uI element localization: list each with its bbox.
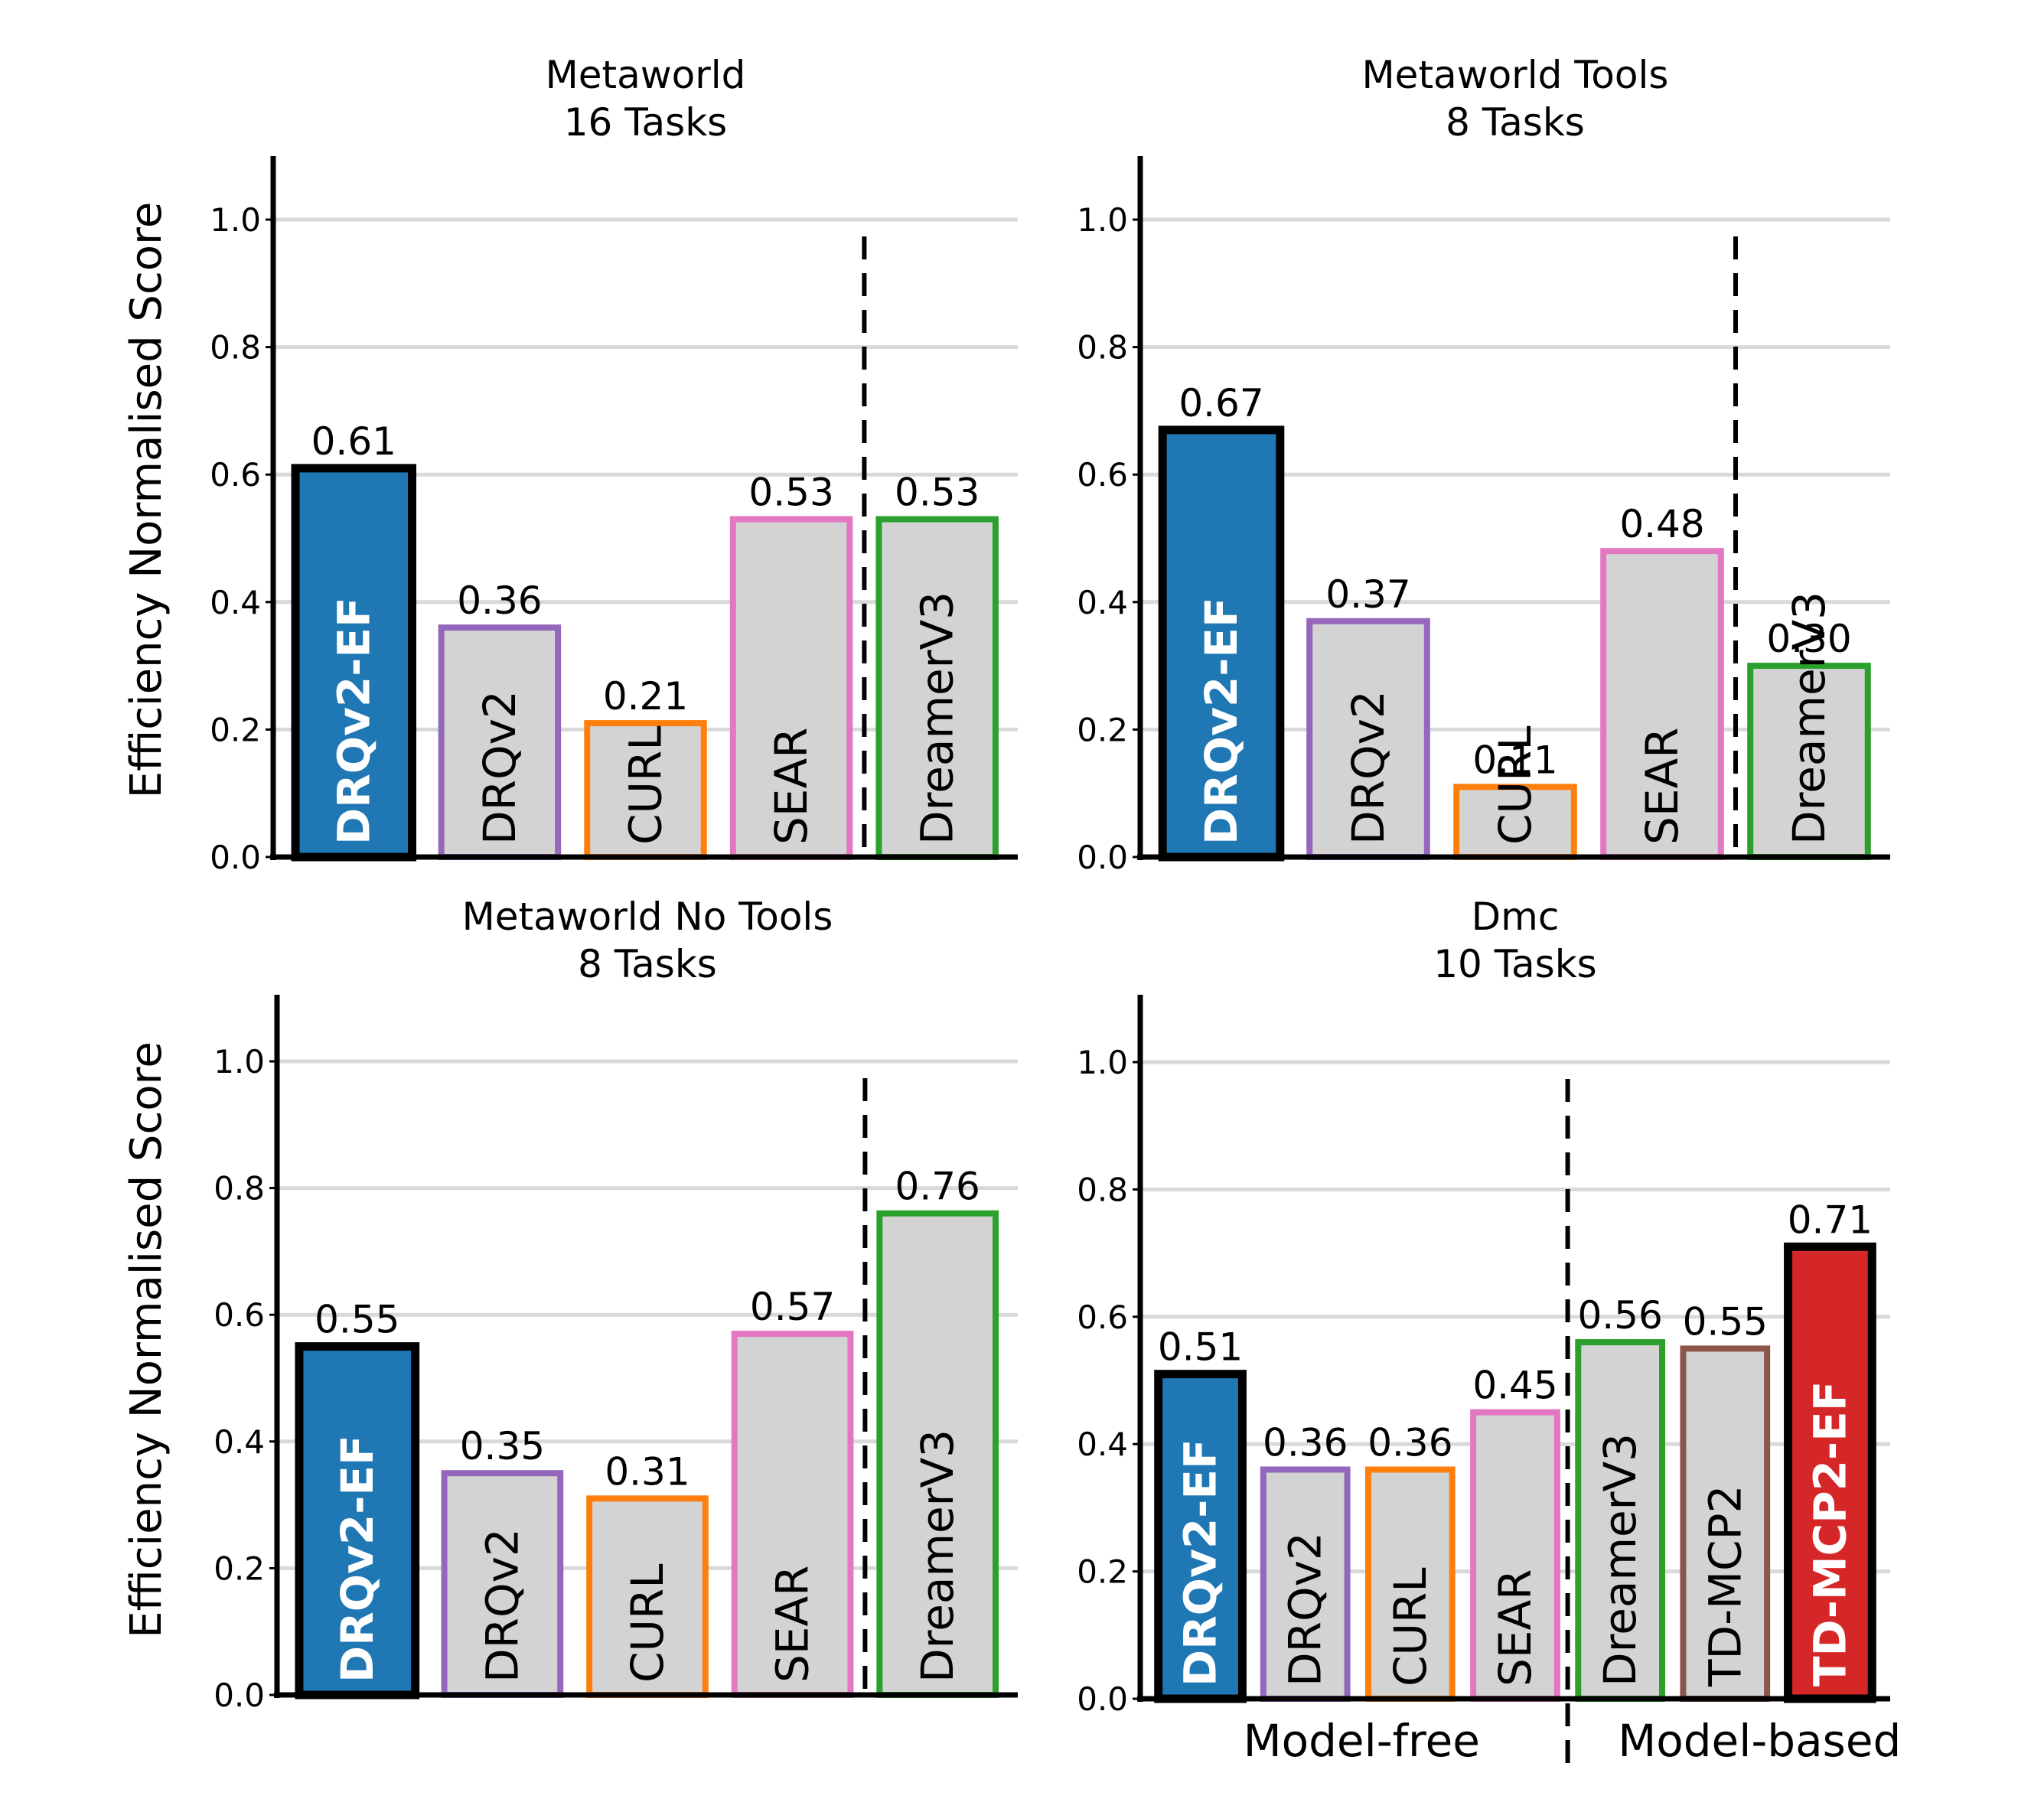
value-label: 0.76 — [895, 1165, 980, 1209]
subplot-subtitle: 8 Tasks — [578, 942, 717, 986]
subplot-title: Dmc — [1472, 895, 1560, 939]
value-label: 0.57 — [750, 1285, 835, 1329]
bar-name-label: DreamerV3 — [1594, 1433, 1646, 1687]
bar-name-label: DRQv2-EF — [328, 597, 380, 845]
y-tick-label: 0.6 — [214, 1296, 265, 1334]
y-axis-label: Efficiency Normalised Score — [122, 202, 171, 799]
bar-name-label: SEAR — [765, 728, 817, 845]
value-label: 0.36 — [457, 578, 542, 623]
y-tick-label: 0.6 — [1077, 456, 1128, 494]
value-label: 0.51 — [1158, 1325, 1243, 1370]
bar-dreamerv3 — [875, 516, 999, 860]
value-label: 0.11 — [1472, 738, 1557, 782]
bar-drqv2 — [1260, 1466, 1351, 1702]
bar-dreamerv3 — [1575, 1339, 1665, 1702]
value-label: 0.35 — [460, 1424, 545, 1468]
bar-name-label: DRQv2 — [474, 690, 526, 845]
bar-drqv2-ef — [291, 464, 417, 862]
subplot-subtitle: 8 Tasks — [1446, 100, 1585, 145]
group-label-model-free: Model-free — [1244, 1715, 1480, 1767]
y-tick-label: 0.8 — [1077, 329, 1128, 367]
bar-name-label: CURL — [1489, 725, 1541, 845]
bar-name-label: CURL — [620, 725, 672, 845]
y-tick-label: 0.8 — [210, 329, 261, 367]
value-label: 0.55 — [315, 1298, 399, 1342]
value-label: 0.61 — [311, 419, 396, 464]
y-tick-label: 0.6 — [1077, 1299, 1128, 1336]
bar-drqv2 — [438, 624, 562, 860]
y-tick-label: 0.0 — [210, 839, 261, 876]
y-tick-label: 1.0 — [1077, 201, 1128, 239]
y-tick-label: 0.2 — [1077, 711, 1128, 748]
value-label: 0.48 — [1619, 502, 1704, 546]
y-tick-label: 0.6 — [210, 456, 261, 494]
y-tick-label: 0.2 — [214, 1550, 265, 1587]
bar-name-label: TD-MCP2 — [1699, 1485, 1751, 1687]
value-label: 0.37 — [1325, 572, 1410, 617]
bar-dreamerv3 — [876, 1210, 999, 1698]
value-label: 0.53 — [895, 471, 980, 515]
subplot-title: Metaworld — [546, 53, 746, 97]
bar-sear — [1470, 1409, 1560, 1702]
bar-sear — [731, 1331, 854, 1699]
y-tick-label: 0.0 — [1077, 839, 1128, 876]
value-label: 0.67 — [1178, 381, 1263, 425]
bar-dreamerv3 — [1747, 663, 1871, 860]
bar-name-label: DreamerV3 — [1783, 592, 1835, 845]
value-label: 0.56 — [1577, 1293, 1662, 1338]
y-tick-label: 0.4 — [1077, 584, 1128, 621]
y-tick-label: 0.4 — [1077, 1426, 1128, 1463]
bar-name-label: SEAR — [1489, 1569, 1541, 1687]
bar-curl — [1365, 1466, 1456, 1702]
bar-name-label: DreamerV3 — [911, 1429, 963, 1683]
y-tick-label: 0.4 — [214, 1423, 265, 1461]
value-label: 0.71 — [1788, 1198, 1873, 1242]
bar-sear — [729, 516, 853, 860]
value-label: 0.55 — [1683, 1299, 1768, 1344]
value-label: 0.53 — [748, 471, 833, 515]
bar-name-label: CURL — [621, 1563, 673, 1683]
bar-name-label: DreamerV3 — [911, 592, 963, 845]
bar-name-label: SEAR — [767, 1566, 819, 1683]
value-label: 0.36 — [1263, 1420, 1348, 1465]
y-tick-label: 0.4 — [210, 584, 261, 621]
y-tick-label: 0.8 — [1077, 1171, 1128, 1208]
y-tick-label: 1.0 — [214, 1043, 265, 1080]
bar-curl — [584, 720, 707, 860]
value-label: 0.36 — [1368, 1420, 1452, 1465]
y-tick-label: 0.8 — [214, 1170, 265, 1207]
subplot-title: Metaworld No Tools — [462, 895, 833, 939]
bar-sear — [1600, 548, 1724, 860]
y-axis-label: Efficiency Normalised Score — [122, 1041, 171, 1638]
value-label: 0.31 — [605, 1449, 689, 1494]
bar-name-label: DRQv2-EF — [1175, 1439, 1227, 1687]
value-label: 0.45 — [1472, 1364, 1557, 1408]
bar-name-label: CURL — [1384, 1567, 1436, 1687]
bar-name-label: TD-MCP2-EF — [1804, 1381, 1856, 1687]
bar-name-label: DRQv2 — [1280, 1532, 1332, 1687]
value-label: 0.21 — [603, 674, 688, 719]
value-label: 0.30 — [1766, 617, 1851, 661]
y-tick-label: 0.0 — [1077, 1680, 1128, 1718]
subplot-subtitle: 16 Tasks — [564, 100, 727, 145]
bar-drqv2 — [1306, 618, 1430, 860]
bar-name-label: DRQv2-EF — [1195, 597, 1247, 845]
y-tick-label: 1.0 — [210, 201, 261, 239]
bar-name-label: DRQv2 — [1342, 690, 1394, 845]
y-tick-label: 0.2 — [210, 711, 261, 748]
bar-name-label: SEAR — [1636, 728, 1688, 845]
y-tick-label: 0.2 — [1077, 1553, 1128, 1591]
subplot-title: Metaworld Tools — [1362, 53, 1669, 97]
y-tick-label: 0.0 — [214, 1677, 265, 1714]
bar-name-label: DRQv2-EF — [331, 1435, 383, 1683]
bar-name-label: DRQv2 — [476, 1528, 528, 1683]
group-label-model-based: Model-based — [1618, 1715, 1901, 1767]
y-tick-label: 1.0 — [1077, 1044, 1128, 1081]
subplot-subtitle: 10 Tasks — [1433, 942, 1596, 986]
